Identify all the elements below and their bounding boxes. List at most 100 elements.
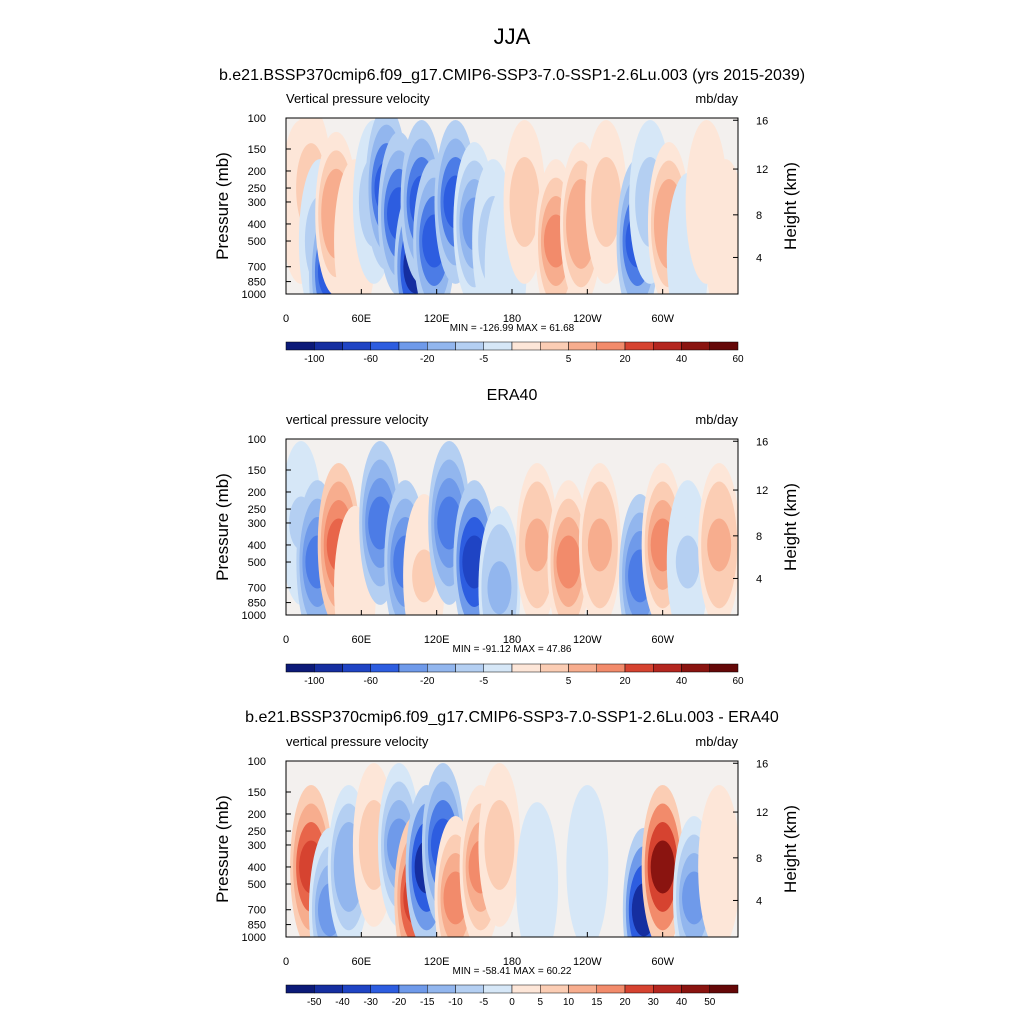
colorbar-box bbox=[483, 984, 513, 994]
colorbar-box bbox=[511, 341, 541, 351]
ytick-right-label: 12 bbox=[756, 485, 768, 497]
colorbar-label: -50 bbox=[307, 997, 322, 1008]
contour-field bbox=[286, 118, 738, 294]
colorbar-label: -20 bbox=[420, 676, 435, 687]
colorbar-box bbox=[511, 984, 541, 994]
xtick-label: 0 bbox=[283, 956, 289, 968]
contour-cell bbox=[343, 561, 368, 615]
colorbar-box bbox=[455, 341, 484, 351]
contour-field bbox=[286, 441, 738, 615]
ytick-right-label: 8 bbox=[756, 853, 762, 865]
colorbar-box bbox=[342, 663, 371, 673]
contour-cell bbox=[487, 561, 512, 615]
colorbar-box bbox=[285, 341, 315, 351]
panel-title: b.e21.BSSP370cmip6.f09_g17.CMIP6-SSP3-7.… bbox=[219, 67, 805, 84]
colorbar-box bbox=[709, 663, 739, 673]
ylabel-right: Height (km) bbox=[781, 162, 800, 250]
colorbar-box bbox=[370, 663, 400, 673]
xtick-label: 120E bbox=[424, 956, 450, 968]
contour-cell bbox=[707, 518, 732, 572]
colorbar-box bbox=[568, 663, 597, 673]
colorbar-label: 5 bbox=[537, 997, 543, 1008]
colorbar-box bbox=[342, 984, 371, 994]
colorbar-box bbox=[455, 663, 484, 673]
colorbar-label: -5 bbox=[479, 354, 488, 365]
xtick-label: 120W bbox=[573, 956, 602, 968]
colorbar-label: 15 bbox=[591, 997, 603, 1008]
colorbar-box bbox=[709, 341, 739, 351]
panel-title: b.e21.BSSP370cmip6.f09_g17.CMIP6-SSP3-7.… bbox=[245, 709, 779, 726]
ytick-label: 250 bbox=[248, 183, 266, 195]
colorbar-box bbox=[596, 984, 626, 994]
xtick-label: 60E bbox=[352, 313, 372, 325]
colorbar-box bbox=[624, 341, 654, 351]
colorbar-label: 5 bbox=[566, 354, 572, 365]
xtick-label: 0 bbox=[283, 313, 289, 325]
ylabel-right: Height (km) bbox=[781, 483, 800, 571]
colorbar-box bbox=[681, 663, 710, 673]
ytick-label: 1000 bbox=[242, 610, 266, 622]
panel-right-label: mb/day bbox=[695, 734, 738, 749]
colorbar-label: 60 bbox=[732, 676, 744, 687]
ytick-right-label: 16 bbox=[756, 758, 768, 770]
ytick-right-label: 12 bbox=[756, 164, 768, 176]
panels: b.e21.BSSP370cmip6.f09_g17.CMIP6-SSP3-7.… bbox=[213, 67, 805, 1008]
xtick-label: 120W bbox=[573, 313, 602, 325]
colorbar-box bbox=[285, 663, 315, 673]
colorbar-box bbox=[624, 663, 654, 673]
panel-2: ERA40 vertical pressure velocity mb/day 100… bbox=[213, 387, 800, 687]
xtick-label: 120E bbox=[424, 313, 450, 325]
ytick-right-label: 16 bbox=[756, 436, 768, 448]
colorbar-box bbox=[596, 663, 626, 673]
colorbar-box bbox=[427, 341, 456, 351]
ytick-label: 400 bbox=[248, 862, 266, 874]
ytick-label: 700 bbox=[248, 583, 266, 595]
ylabel: Pressure (mb) bbox=[213, 152, 232, 260]
colorbar-label: 0 bbox=[509, 997, 515, 1008]
contour-cell bbox=[575, 840, 600, 894]
colorbar-label: 20 bbox=[619, 997, 631, 1008]
contour-cell bbox=[594, 175, 619, 229]
colorbar-label: 50 bbox=[704, 997, 716, 1008]
contour-cell bbox=[707, 840, 732, 894]
ylabel: Pressure (mb) bbox=[213, 473, 232, 581]
panel-title: ERA40 bbox=[487, 387, 538, 404]
ytick-label: 300 bbox=[248, 197, 266, 209]
colorbar-box bbox=[314, 341, 343, 351]
colorbar-label: -5 bbox=[479, 676, 488, 687]
colorbar-box bbox=[568, 984, 597, 994]
colorbar-box bbox=[342, 341, 371, 351]
contour-cell bbox=[525, 518, 550, 572]
colorbar-box bbox=[285, 984, 315, 994]
colorbar-label: -15 bbox=[420, 997, 435, 1008]
contour-cell bbox=[487, 818, 512, 872]
ytick-label: 500 bbox=[248, 236, 266, 248]
colorbar-label: 40 bbox=[676, 997, 688, 1008]
panel-right-label: mb/day bbox=[695, 412, 738, 427]
colorbar-box bbox=[653, 984, 682, 994]
ytick-label: 150 bbox=[248, 465, 266, 477]
colorbar-label: -10 bbox=[448, 997, 463, 1008]
contour-field bbox=[290, 763, 738, 937]
colorbar-label: -100 bbox=[304, 676, 324, 687]
ytick-label: 100 bbox=[248, 434, 266, 446]
colorbar-label: 30 bbox=[648, 997, 660, 1008]
colorbar-box bbox=[314, 984, 343, 994]
ytick-label: 250 bbox=[248, 504, 266, 516]
colorbar-box bbox=[568, 341, 597, 351]
xtick-label: 60E bbox=[352, 956, 372, 968]
ytick-label: 1000 bbox=[242, 289, 266, 301]
colorbar-box bbox=[427, 984, 456, 994]
ytick-label: 850 bbox=[248, 598, 266, 610]
xtick-label: 60W bbox=[651, 634, 674, 646]
ytick-label: 1000 bbox=[242, 932, 266, 944]
figure-title: JJA bbox=[494, 24, 531, 49]
colorbar-box bbox=[398, 984, 428, 994]
ytick-right-label: 12 bbox=[756, 807, 768, 819]
ytick-label: 850 bbox=[248, 920, 266, 932]
xtick-label: 60E bbox=[352, 634, 372, 646]
ytick-label: 850 bbox=[248, 277, 266, 289]
colorbar-box bbox=[370, 341, 400, 351]
colorbar-label: 20 bbox=[619, 354, 631, 365]
